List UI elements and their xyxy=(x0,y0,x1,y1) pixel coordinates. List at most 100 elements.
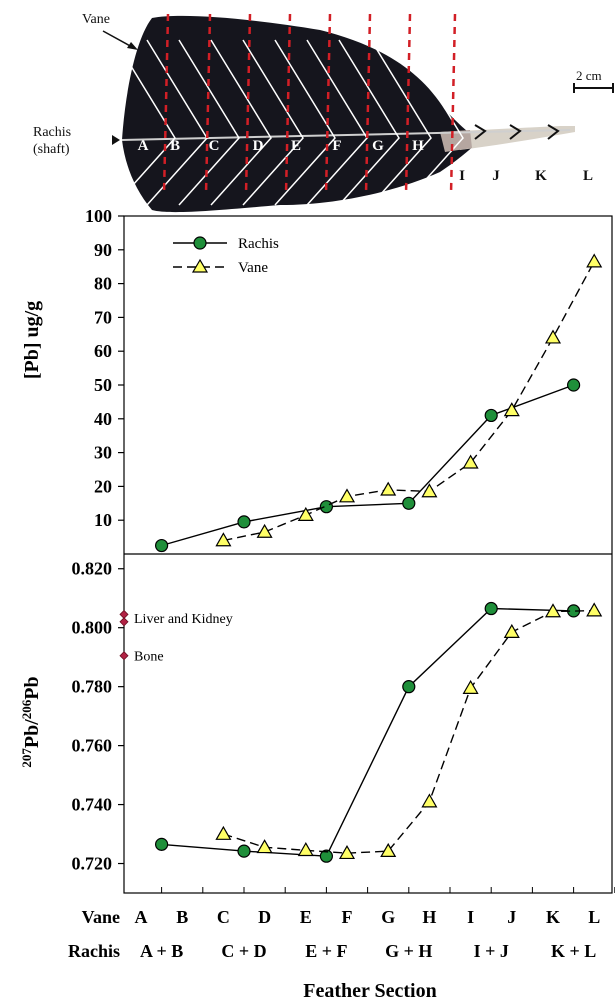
y-tick-label-bottom: 0.780 xyxy=(72,677,113,697)
x-tick-label-rachis: C + D xyxy=(221,941,266,961)
data-point-vane xyxy=(297,506,314,521)
y-tick-label-bottom: 0.720 xyxy=(72,854,113,874)
y-axis-label-top: [Pb] ug/g xyxy=(21,301,43,379)
y-axis-label-sup2: 206 xyxy=(19,699,34,719)
reference-point-label: Liver and Kidney xyxy=(134,612,233,627)
legend-marker-vane xyxy=(191,258,209,273)
y-tick-label-top: 30 xyxy=(94,443,112,463)
y-tick-label-top: 60 xyxy=(94,341,112,361)
y-tick-label-top: 20 xyxy=(94,476,112,496)
data-point-vane xyxy=(544,329,562,344)
data-point-vane xyxy=(256,839,273,854)
x-tick-label-vane: F xyxy=(342,907,353,927)
data-point-vane xyxy=(256,523,273,538)
data-point-rachis xyxy=(237,515,251,529)
y-tick-label-top: 10 xyxy=(94,510,112,530)
vane-chevron xyxy=(274,39,336,206)
x-tick-label-vane: C xyxy=(217,907,230,927)
data-point-vane xyxy=(544,603,562,618)
legend-label-vane: Vane xyxy=(238,260,268,276)
x-tick-label-rachis: E + F xyxy=(305,941,347,961)
x-row-label-rachis: Rachis xyxy=(68,941,120,961)
shaft-chevrons xyxy=(474,124,560,140)
x-tick-label-rachis: A + B xyxy=(140,941,183,961)
x-tick-label-vane: I xyxy=(467,907,474,927)
data-point-vane xyxy=(380,842,397,857)
vane-chevron xyxy=(370,39,432,206)
data-point-vane xyxy=(586,602,603,617)
data-point-vane xyxy=(338,488,356,503)
y-axis-label-pb1: Pb/ xyxy=(21,719,43,748)
y-tick-label-bottom: 0.800 xyxy=(72,618,113,638)
x-tick-label-vane: E xyxy=(300,907,312,927)
shaft-chevron xyxy=(474,124,487,140)
data-point-vane xyxy=(462,679,479,694)
x-axis-labels: Vane A B C D E F G H I J K L Rachis A + B C + D E + F G +… xyxy=(68,907,600,961)
data-point-vane xyxy=(421,793,438,808)
section-letter: G xyxy=(372,138,384,154)
axes: 10 20 30 40 50 60 70 80 90 100 0.720 0.740 0.760 0.78… xyxy=(72,206,615,893)
data-point-vane xyxy=(380,481,397,496)
section-cut-line xyxy=(244,13,252,195)
data-point-rachis xyxy=(402,680,416,694)
section-cut-line xyxy=(204,13,212,195)
feather-photo: A B C D E F G H I J K L Vane Rachis (shaft) 2 cm xyxy=(33,12,614,213)
x-tick-label-rachis: K + L xyxy=(551,941,596,961)
section-cut-line xyxy=(284,13,292,195)
data-point-vane xyxy=(338,844,356,860)
vane-chevron xyxy=(210,39,272,206)
x-tick-label-vane: L xyxy=(588,907,600,927)
section-cut-line xyxy=(449,13,457,195)
y-axis-label-sup1: 207 xyxy=(19,748,34,768)
vane-chevron xyxy=(114,39,176,206)
legend: Rachis Vane xyxy=(173,236,279,276)
section-letter: L xyxy=(583,168,593,184)
reference-point-marker xyxy=(119,609,129,619)
data-point-vane xyxy=(503,623,520,638)
section-letter: F xyxy=(332,138,341,154)
y-tick-label-top: 40 xyxy=(94,409,112,429)
y-tick-label-top: 80 xyxy=(94,274,112,294)
vane-chevron xyxy=(402,39,464,206)
vane-chevron xyxy=(306,39,368,206)
y-tick-label-bottom: 0.740 xyxy=(72,795,113,815)
data-point-rachis xyxy=(484,601,498,616)
rachis-photo-label-shaft: (shaft) xyxy=(33,142,70,157)
section-letters: A B C D E F G H I J K L xyxy=(138,138,593,184)
y-axis-label-pb2: Pb xyxy=(21,676,43,699)
rachis-arrowhead xyxy=(112,135,120,145)
x-tick-label-vane: H xyxy=(422,907,436,927)
rachis-line xyxy=(121,129,571,141)
x-tick-label-vane: A xyxy=(135,907,148,927)
vane-arrowhead xyxy=(127,42,138,50)
section-letter: J xyxy=(492,168,500,184)
x-tick-label-rachis: G + H xyxy=(385,941,432,961)
vane-chevron xyxy=(178,39,240,206)
vane-chevron xyxy=(338,39,400,206)
data-point-rachis xyxy=(484,408,498,423)
x-tick-label-vane: J xyxy=(507,907,516,927)
section-cut-line xyxy=(404,13,412,195)
section-letter: I xyxy=(459,168,465,184)
y-tick-label-bottom: 0.760 xyxy=(72,736,113,756)
data-point-vane xyxy=(462,454,479,469)
vane-arrow xyxy=(102,30,133,48)
x-axis-title: Feather Section xyxy=(303,980,437,1002)
section-letter: B xyxy=(170,138,180,154)
data-point-vane xyxy=(215,825,232,840)
data-series: Liver and Kidney Bone xyxy=(119,253,603,863)
legend-marker-rachis xyxy=(193,236,207,250)
data-point-rachis xyxy=(319,849,333,863)
section-letter: E xyxy=(291,138,301,154)
section-letter: D xyxy=(253,138,264,154)
series-line xyxy=(161,607,574,857)
x-tick-label-vane: D xyxy=(258,907,271,927)
reference-point-label: Bone xyxy=(134,650,164,665)
reference-point-marker xyxy=(119,617,129,627)
series-line xyxy=(223,609,595,854)
data-point-rachis xyxy=(566,378,581,392)
data-point-rachis xyxy=(155,538,169,553)
y-tick-label-top: 100 xyxy=(85,206,112,226)
rachis-photo-label: Rachis xyxy=(33,125,71,140)
